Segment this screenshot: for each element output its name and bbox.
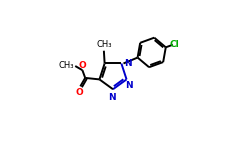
Text: Cl: Cl	[169, 40, 179, 49]
Text: N: N	[108, 93, 116, 102]
Text: O: O	[78, 61, 86, 70]
Text: O: O	[76, 88, 84, 97]
Text: N: N	[125, 81, 133, 90]
Text: CH₃: CH₃	[96, 40, 112, 49]
Text: CH₃: CH₃	[58, 61, 74, 70]
Text: N: N	[124, 59, 132, 68]
